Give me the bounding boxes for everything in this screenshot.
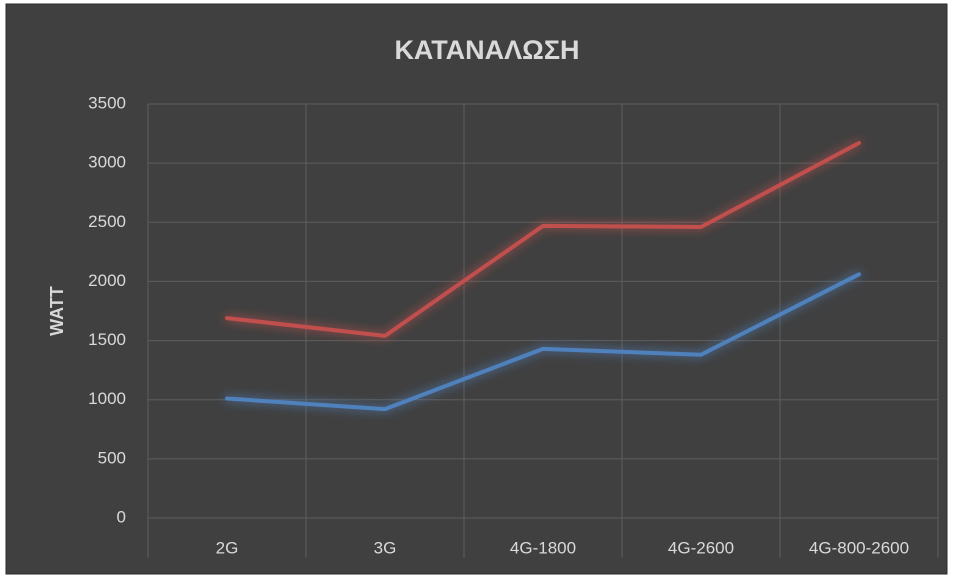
line-series (225, 141, 861, 338)
chart-background (5, 3, 948, 575)
y-tick-label: 2500 (88, 212, 126, 231)
chart-title: ΚΑΤΑΝΑΛΩΣΗ (394, 35, 579, 65)
y-tick-label: 3000 (88, 153, 126, 172)
x-tick-label: 2G (216, 538, 239, 557)
y-tick-label: 500 (98, 448, 126, 467)
x-tick-label: 4G-2600 (668, 538, 734, 557)
y-tick-label: 0 (117, 507, 126, 526)
x-tick-label: 4G-800-2600 (809, 538, 909, 557)
y-tick-label: 3500 (88, 93, 126, 112)
y-tick-label: 2000 (88, 271, 126, 290)
y-axis-label: WATT (47, 286, 67, 336)
line-series (225, 272, 861, 412)
y-tick-label: 1000 (88, 389, 126, 408)
x-tick-label: 3G (374, 538, 397, 557)
y-tick-label: 1500 (88, 330, 126, 349)
x-tick-label: 4G-1800 (510, 538, 576, 557)
